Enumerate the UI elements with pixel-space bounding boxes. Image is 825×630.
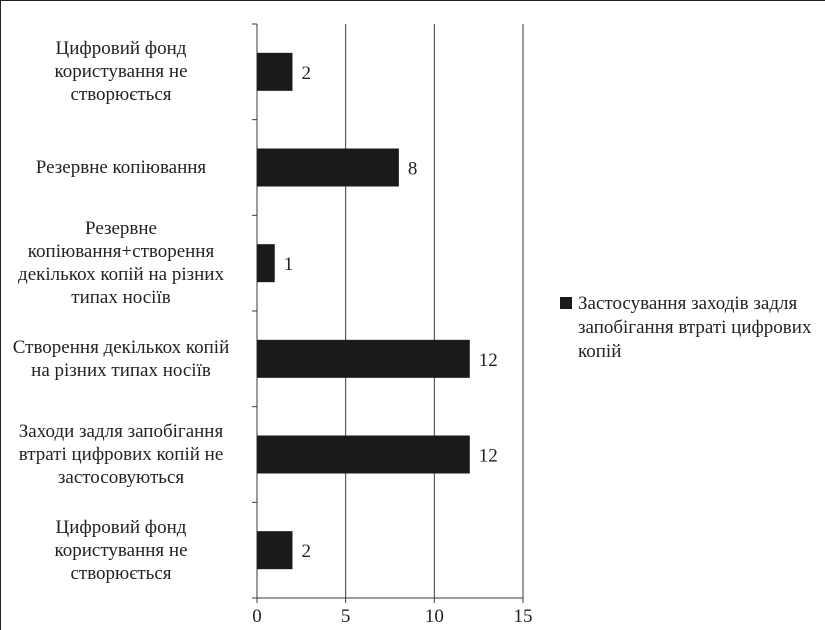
category-label: Резервне копіювання+створення декількох … <box>18 218 224 309</box>
bar-data-label: 12 <box>479 446 498 467</box>
x-tick-label: 15 <box>514 606 533 627</box>
bar-data-label: 1 <box>284 254 294 275</box>
legend-swatch <box>560 297 572 309</box>
category-label: Резервне копіювання <box>35 157 207 178</box>
bar <box>257 148 399 187</box>
category-label: Заходи задля запобігання втраті цифрових… <box>18 421 224 488</box>
bar-data-label: 2 <box>301 541 311 562</box>
bar-data-label: 2 <box>301 63 311 84</box>
x-tick-label: 5 <box>341 606 351 627</box>
bar <box>257 531 293 570</box>
x-tick-label: 10 <box>425 606 444 627</box>
category-label: Цифровий фонд користування не створюєтьс… <box>54 516 188 584</box>
bar <box>257 339 470 378</box>
legend: Застосування заходів задля запобігання в… <box>560 292 822 364</box>
category-label: Цифровий фонд користування не створюєтьс… <box>54 38 188 106</box>
x-tick-label: 0 <box>252 606 262 627</box>
bar-data-label: 12 <box>479 350 498 371</box>
bar-data-label: 8 <box>408 159 418 180</box>
bar <box>257 435 470 474</box>
bar <box>257 244 275 283</box>
bar <box>257 52 293 91</box>
legend-series-name: Застосування заходів задля запобігання в… <box>578 293 812 362</box>
category-label: Створення декількох копій на різних типа… <box>12 336 230 381</box>
